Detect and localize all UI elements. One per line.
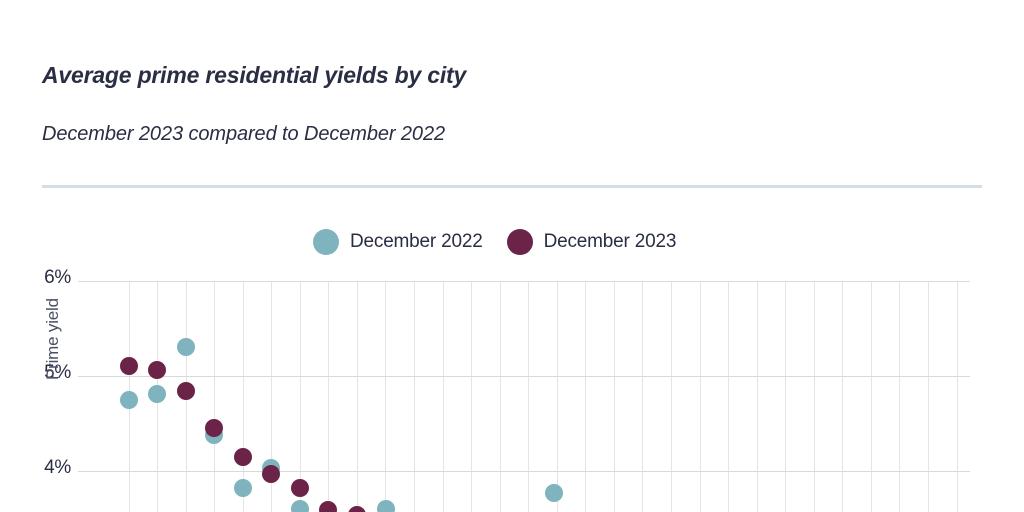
data-point-december-2023[interactable] — [347, 506, 366, 512]
gridline-vertical — [242, 281, 244, 512]
gridline-vertical — [927, 281, 929, 512]
gridline-vertical — [956, 281, 958, 512]
gridline-vertical — [299, 281, 301, 512]
gridline-vertical — [414, 281, 415, 512]
circle-marker-icon — [313, 229, 339, 255]
data-point-december-2023[interactable] — [290, 479, 309, 497]
gridline-vertical — [756, 281, 758, 512]
gridline-vertical — [271, 281, 273, 512]
gridline-vertical — [499, 281, 501, 512]
page-title: Average prime residential yields by city — [42, 62, 467, 88]
legend-label: December 2023 — [543, 231, 677, 252]
data-point-december-2023[interactable] — [233, 447, 252, 466]
data-point-december-2023[interactable] — [148, 360, 166, 379]
circle-marker-icon — [506, 229, 533, 255]
data-point-december-2022[interactable] — [148, 385, 166, 404]
gridline-vertical — [842, 281, 844, 512]
gridline-vertical — [214, 281, 216, 512]
data-point-december-2023[interactable] — [205, 418, 224, 437]
y-axis-ticks: 6% 5% 4% — [0, 0, 71, 512]
data-point-december-2022[interactable] — [545, 483, 564, 502]
gridline-vertical — [642, 281, 644, 512]
data-point-december-2023[interactable] — [262, 464, 281, 483]
y-axis-tick-label: 5% — [44, 362, 71, 383]
gridline-vertical — [328, 281, 330, 512]
data-point-december-2022[interactable] — [233, 479, 252, 497]
y-axis-title: Prime yield — [43, 298, 62, 380]
legend-item[interactable]: December 2022 — [313, 229, 483, 255]
page-subtitle: December 2023 compared to December 2022 — [42, 123, 445, 145]
gridline-vertical — [671, 281, 672, 512]
header-divider — [42, 185, 982, 188]
y-axis-tick-label: 6% — [44, 267, 71, 288]
data-point-december-2023[interactable] — [319, 500, 338, 512]
gridline-vertical — [556, 281, 558, 512]
gridline-vertical — [785, 281, 787, 512]
data-point-december-2022[interactable] — [290, 499, 309, 512]
gridline-horizontal — [78, 471, 970, 472]
gridline-vertical — [442, 281, 444, 512]
gridline-vertical — [613, 281, 615, 512]
gridline-vertical — [585, 281, 587, 512]
plot-area — [78, 281, 970, 512]
gridline-vertical — [699, 281, 701, 512]
gridline-vertical — [899, 281, 901, 512]
chart-legend: December 2022 December 2023 — [313, 229, 676, 255]
data-point-december-2023[interactable] — [119, 357, 138, 376]
gridline-vertical — [356, 281, 358, 512]
data-point-december-2022[interactable] — [119, 391, 138, 410]
legend-item[interactable]: December 2023 — [506, 229, 677, 255]
legend-label: December 2022 — [350, 231, 483, 252]
gridline-vertical — [813, 281, 815, 512]
gridline-vertical — [528, 281, 530, 512]
data-point-december-2022[interactable] — [376, 499, 395, 512]
gridline-horizontal — [78, 376, 970, 377]
gridline-horizontal — [78, 281, 970, 282]
gridline-vertical — [728, 281, 730, 512]
y-axis-tick-label: 4% — [44, 457, 71, 478]
data-point-december-2023[interactable] — [176, 381, 195, 400]
gridline-vertical — [385, 281, 387, 512]
data-point-december-2022[interactable] — [176, 338, 195, 357]
gridline-vertical — [471, 281, 473, 512]
gridline-vertical — [870, 281, 872, 512]
